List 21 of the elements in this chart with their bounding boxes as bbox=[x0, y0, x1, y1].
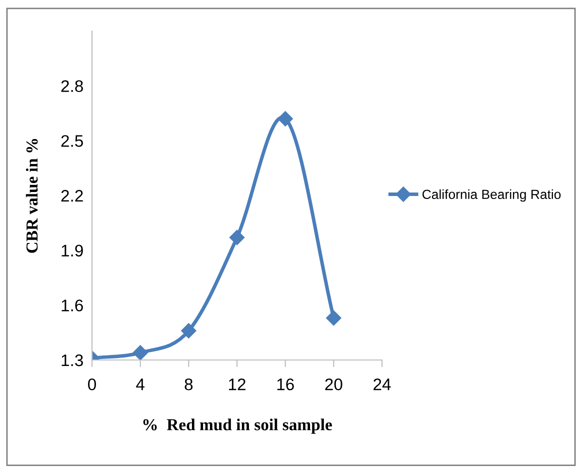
legend-label: California Bearing Ratio bbox=[422, 189, 561, 202]
x-tick-label: 0 bbox=[88, 378, 96, 390]
y-tick-label: 2.5 bbox=[61, 135, 83, 147]
point bbox=[181, 323, 196, 338]
y-axis-title: CBR value in % bbox=[26, 138, 38, 253]
point bbox=[278, 111, 293, 126]
x-tick-label: 12 bbox=[229, 378, 246, 390]
y-tick-label: 1.3 bbox=[62, 354, 83, 366]
x-tick-label: 16 bbox=[277, 378, 294, 390]
x-tick-label: 4 bbox=[136, 378, 144, 390]
point bbox=[132, 345, 148, 360]
y-tick-label: 2.2 bbox=[61, 190, 83, 202]
point bbox=[326, 310, 342, 326]
x-axis-title: % Red mud in soil sample bbox=[143, 418, 332, 434]
x-tick-label: 8 bbox=[184, 378, 193, 390]
x-tick-label: 20 bbox=[325, 378, 342, 390]
x-tick-label: 24 bbox=[374, 378, 391, 390]
point bbox=[229, 230, 245, 246]
y-tick-label: 1.6 bbox=[62, 300, 83, 312]
y-tick-label: 1.9 bbox=[62, 244, 83, 257]
y-tick-label: 2.8 bbox=[61, 80, 83, 92]
